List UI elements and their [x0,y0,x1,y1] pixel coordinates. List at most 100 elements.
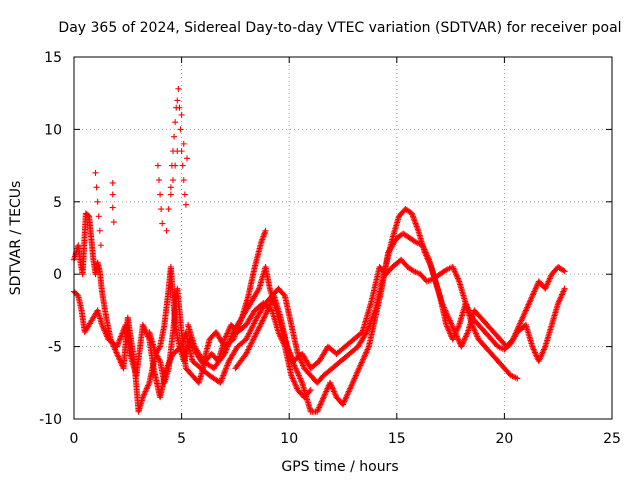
data-point-marker [561,268,568,275]
data-point-marker [109,204,116,211]
data-point-marker [119,329,126,336]
data-point-marker [559,291,566,298]
data-point-marker [533,282,540,289]
data-point-marker [253,329,260,336]
data-point-marker [248,339,255,346]
data-point-marker [444,311,451,318]
data-point-marker [526,300,533,307]
data-point-marker [443,323,450,330]
data-point-marker [222,333,229,340]
chart-title: Day 365 of 2024, Sidereal Day-to-day VTE… [58,20,621,36]
data-point-marker [345,388,352,395]
data-point-marker [531,287,538,294]
data-point-marker [249,337,256,344]
data-point-marker [139,321,146,328]
data-point-marker [352,374,359,381]
data-point-marker [443,321,450,328]
data-point-marker [100,324,107,331]
data-point-marker [318,398,325,405]
data-point-marker [224,362,231,369]
data-point-marker [557,295,564,302]
data-point-marker [293,368,300,375]
data-point-marker [220,372,227,379]
data-point-marker [246,329,253,336]
data-point-marker [174,148,181,155]
data-point-marker [517,318,524,325]
series-trace-e [146,285,314,401]
data-point-marker [96,227,103,234]
data-point-marker [314,407,321,414]
data-point-marker [144,384,151,391]
data-point-marker [467,311,474,318]
data-point-marker [438,300,445,307]
data-point-marker [291,379,298,386]
data-point-marker [323,387,330,394]
data-point-marker [355,366,362,373]
data-point-marker [451,329,458,336]
data-point-marker [463,332,470,339]
data-point-marker [447,330,454,337]
data-point-marker [419,242,426,249]
data-point-marker [263,310,270,317]
data-point-marker [292,381,299,388]
data-point-marker [522,308,529,315]
data-point-marker [243,349,250,356]
data-point-marker [446,329,453,336]
data-point-marker [347,384,354,391]
data-point-marker [466,308,473,315]
data-point-marker [347,385,354,392]
data-point-marker [116,337,123,344]
data-point-marker [114,342,121,349]
data-point-marker [182,201,189,208]
data-point-marker [522,307,529,314]
data-point-marker [250,321,257,328]
data-point-marker [422,248,429,255]
data-point-marker [464,330,471,337]
data-point-marker [114,350,121,357]
data-point-marker [117,358,124,365]
data-point-marker [243,334,250,341]
x-tick-label: 5 [177,431,186,447]
data-point-marker [117,334,124,341]
data-point-marker [543,282,550,289]
data-point-marker [537,353,544,360]
data-point-marker [462,333,469,340]
data-point-marker [293,366,300,373]
data-points [71,85,568,415]
data-point-marker [319,397,326,404]
data-point-marker [546,275,553,282]
data-point-marker [343,392,350,399]
data-point-marker [528,295,535,302]
data-point-marker [295,371,302,378]
data-point-marker [442,308,449,315]
data-point-marker [279,337,286,344]
data-point-marker [169,177,176,184]
data-point-marker [529,343,536,350]
data-point-marker [299,360,306,367]
data-point-marker [278,336,285,343]
data-point-marker [177,126,184,133]
data-point-marker [524,304,531,311]
data-point-marker [421,246,428,253]
data-point-marker [260,316,267,323]
data-point-marker [345,389,352,396]
data-point-marker [276,330,283,337]
data-point-marker [525,301,532,308]
data-point-marker [520,311,527,318]
data-point-marker [472,329,479,336]
data-point-marker [223,346,230,353]
data-point-marker [453,333,460,340]
data-point-marker [298,358,305,365]
data-point-marker [261,313,268,320]
data-point-marker [143,385,150,392]
data-point-marker [247,342,254,349]
data-point-marker [321,392,328,399]
data-point-marker [222,334,229,341]
data-point-marker [356,363,363,370]
data-point-marker [222,347,229,354]
data-point-marker [249,323,256,330]
data-point-marker [99,323,106,330]
data-point-marker [292,363,299,370]
data-point-marker [104,333,111,340]
data-point-marker [555,300,562,307]
